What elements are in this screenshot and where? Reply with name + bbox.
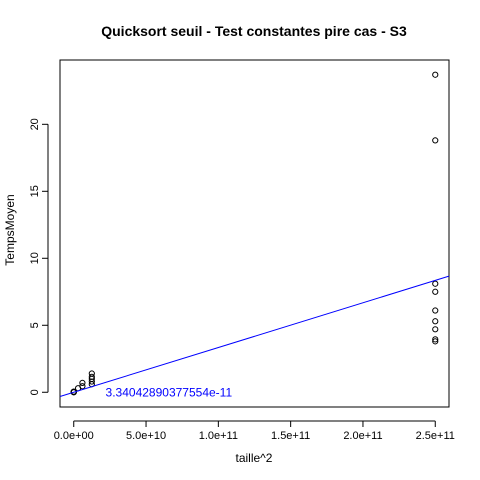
data-point (432, 338, 439, 345)
data-point (432, 137, 439, 144)
data-point (432, 307, 439, 314)
x-tick-label: 0.0e+00 (54, 430, 94, 442)
x-tick-label: 2.0e+11 (343, 430, 382, 442)
chart-title: Quicksort seuil - Test constantes pire c… (101, 23, 407, 39)
data-point (88, 370, 95, 377)
data-point (88, 373, 95, 380)
data-point (79, 379, 86, 386)
data-point (432, 318, 439, 325)
data-point (432, 280, 439, 287)
data-point (432, 326, 439, 333)
y-axis-label: TempsMoyen (3, 194, 17, 265)
y-axis: 0 5 10 15 20 (29, 118, 49, 395)
y-tick-label: 20 (29, 118, 41, 130)
data-point (432, 336, 439, 343)
plot-frame (59, 59, 450, 408)
data-point (432, 71, 439, 78)
x-tick-label: 2.5e+11 (416, 430, 455, 442)
slope-annotation: 3.34042890377554e-11 (106, 385, 233, 399)
data-point (432, 288, 439, 295)
data-point (79, 383, 86, 390)
x-tick-label: 5.0e+10 (126, 430, 166, 442)
y-tick-label: 0 (29, 389, 41, 395)
y-tick-label: 15 (29, 185, 41, 197)
x-axis: 0.0e+00 5.0e+10 1.0e+11 1.5e+11 2.0e+11 2.5e+… (54, 420, 455, 442)
x-tick-label: 1.0e+11 (199, 430, 238, 442)
regression-line (59, 275, 450, 397)
y-tick-label: 10 (29, 252, 41, 264)
y-tick-label: 5 (29, 322, 41, 328)
data-points (70, 71, 439, 396)
data-point (88, 378, 95, 385)
x-axis-label: taille^2 (236, 451, 273, 465)
x-tick-label: 1.5e+11 (271, 430, 310, 442)
